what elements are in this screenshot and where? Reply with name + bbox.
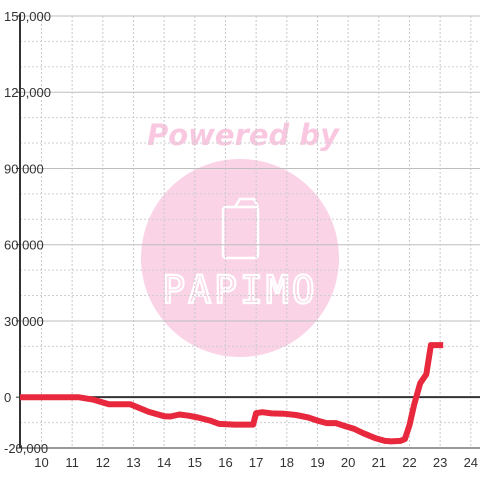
- axes: [16, 14, 480, 449]
- y-tick-labels: -20,000 0 30,000 60,000 90,000 120,000 150,000: [4, 9, 51, 456]
- y-tick-label: 120,000: [4, 85, 51, 100]
- x-tick-label: 24: [464, 455, 478, 470]
- papimo-logo-text: PAPIMO: [162, 268, 317, 312]
- watermark: Powered by PAPIMO: [141, 118, 340, 357]
- series-line: [20, 342, 444, 445]
- y-tick-label: -20,000: [4, 441, 48, 456]
- x-tick-label: 20: [341, 455, 355, 470]
- x-tick-label: 17: [249, 455, 263, 470]
- x-tick-label: 21: [372, 455, 386, 470]
- x-tick-label: 19: [310, 455, 324, 470]
- y-tick-label: 0: [4, 390, 11, 405]
- x-tick-label: 22: [402, 455, 416, 470]
- x-tick-label: 23: [433, 455, 447, 470]
- x-tick-label: 11: [65, 455, 79, 470]
- y-tick-label: 60,000: [4, 238, 44, 253]
- x-tick-label: 18: [280, 455, 294, 470]
- series-layer: [20, 342, 444, 445]
- powered-by-text: Powered by: [147, 118, 340, 152]
- x-tick-labels: 10 11 12 13 14 15 16 17 18 19 20 21 22 23 24: [34, 455, 478, 470]
- y-tick-label: 90,000: [4, 161, 44, 176]
- x-tick-label: 10: [34, 455, 48, 470]
- x-tick-label: 16: [218, 455, 232, 470]
- x-tick-label: 12: [96, 455, 110, 470]
- x-tick-label: 13: [126, 455, 140, 470]
- y-tick-label: 30,000: [4, 314, 44, 329]
- y-tick-label: 150,000: [4, 9, 51, 24]
- x-tick-label: 15: [188, 455, 202, 470]
- x-tick-label: 14: [157, 455, 171, 470]
- phone-icon: [221, 197, 260, 260]
